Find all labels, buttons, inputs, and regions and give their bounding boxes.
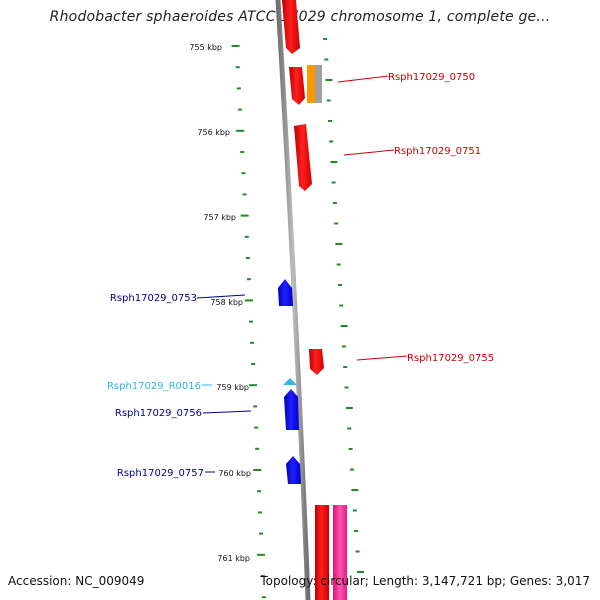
gene-red-bottom[interactable] <box>315 505 329 600</box>
outer-scale-dash <box>336 263 341 266</box>
inner-scale-dash <box>259 532 264 535</box>
inner-scale-dash <box>258 511 263 514</box>
gene-pink-bottom[interactable] <box>333 505 347 600</box>
outer-scale-dash <box>343 366 348 368</box>
gene-labels: Rsph17029_0750 Rsph17029_0751 Rsph17029_… <box>107 72 494 479</box>
outer-scale-dash <box>331 181 336 184</box>
outer-scale-dash <box>354 530 359 532</box>
inner-scale-dash <box>249 320 254 323</box>
gene-arrow-rsph17029-0756[interactable] <box>284 389 299 430</box>
outer-scale-dash <box>349 468 354 471</box>
reverse-strand-features <box>278 279 301 484</box>
outer-scale-dash <box>344 386 349 389</box>
gene-arrow-rsph17029-r0016[interactable] <box>283 378 297 385</box>
gene-label-rsph17029-0755[interactable]: Rsph17029_0755 <box>407 353 494 364</box>
inner-scale-tick <box>249 384 258 387</box>
inner-scale-dash <box>260 575 265 577</box>
outer-scale-dash <box>339 304 344 307</box>
gene-arrow-top-forward[interactable] <box>282 0 300 54</box>
gene-label-rsph17029-0751[interactable]: Rsph17029_0751 <box>394 146 481 157</box>
tick-label-755: 755 kbp <box>189 43 222 52</box>
tick-label-759: 759 kbp <box>216 383 249 392</box>
gene-arrow-rsph17029-0751[interactable] <box>294 124 312 191</box>
summary-text: Topology: circular; Length: 3,147,721 bp… <box>260 574 590 588</box>
gene-arrow-rsph17029-0753[interactable] <box>278 279 293 306</box>
outer-scale-dash <box>334 222 339 225</box>
outer-scale-dash <box>337 284 342 286</box>
leader-rsph17029-0756 <box>202 410 252 414</box>
outer-scale-dash <box>323 38 328 40</box>
gene-label-rsph17029-0750[interactable]: Rsph17029_0750 <box>388 72 475 83</box>
forward-strand-features <box>282 0 347 600</box>
leader-rsph17029-0750 <box>337 75 389 83</box>
outer-scale-dash <box>341 345 346 348</box>
inner-scale-tick <box>231 45 240 47</box>
outer-scale-dash <box>330 161 338 163</box>
outer-scale-dash <box>345 407 353 409</box>
inner-scale-tick <box>256 553 265 556</box>
gene-label-rsph17029-0756[interactable]: Rsph17029_0756 <box>115 408 202 419</box>
gene-gray-feature[interactable] <box>315 65 322 103</box>
map-title: Rhodobacter sphaeroides ATCC 17029 chrom… <box>49 9 551 25</box>
outer-scale-dash <box>351 489 359 491</box>
gene-arrow-rsph17029-0755[interactable] <box>309 349 324 375</box>
leader-lines <box>196 75 408 473</box>
inner-scale-dash <box>245 257 250 259</box>
inner-scale-dash <box>257 490 262 493</box>
outer-scale-dots <box>323 38 364 573</box>
tick-label-756: 756 kbp <box>197 128 230 137</box>
accession-text: Accession: NC_009049 <box>8 574 145 588</box>
gene-label-rsph17029-0753[interactable]: Rsph17029_0753 <box>110 293 197 304</box>
inner-scale-dash <box>246 278 251 281</box>
outer-scale-dash <box>332 202 337 204</box>
gene-label-rsph17029-r0016[interactable]: Rsph17029_R0016 <box>107 381 201 392</box>
outer-scale-dash <box>327 120 332 122</box>
outer-scale-dash <box>348 448 353 450</box>
outer-scale-dash <box>324 58 329 61</box>
inner-scale-dash <box>255 447 260 450</box>
gene-orange-feature[interactable] <box>307 65 316 103</box>
inner-scale-dash <box>235 66 240 69</box>
outer-scale-dash <box>352 509 357 512</box>
gene-arrow-rsph17029-0750[interactable] <box>289 67 305 105</box>
tick-label-758: 758 kbp <box>210 298 243 307</box>
genome-backbone <box>275 0 311 600</box>
tick-label-761: 761 kbp <box>217 554 250 563</box>
inner-scale-dash <box>250 341 255 344</box>
outer-scale-dash <box>356 571 364 573</box>
inner-scale-dash <box>254 426 259 429</box>
inner-scale-dots <box>231 45 266 599</box>
outer-scale-dash <box>335 243 343 245</box>
gene-arrow-rsph17029-0757[interactable] <box>286 456 301 484</box>
inner-scale-dash <box>242 193 247 196</box>
inner-scale-dash <box>261 596 266 599</box>
leader-rsph17029-0755 <box>356 355 408 361</box>
outer-scale-dash <box>329 140 334 143</box>
tick-label-757: 757 kbp <box>203 213 236 222</box>
inner-scale-dash <box>241 172 246 175</box>
inner-scale-tick <box>253 469 262 471</box>
inner-scale-dash <box>244 235 249 238</box>
gene-label-rsph17029-0757[interactable]: Rsph17029_0757 <box>117 468 204 479</box>
scale-ticks: 755 kbp 756 kbp 757 kbp 758 kbp 759 kbp … <box>189 43 251 563</box>
leader-rsph17029-0753 <box>196 294 246 299</box>
outer-scale-dash <box>326 99 331 102</box>
inner-scale-dash <box>240 151 245 153</box>
leader-rsph17029-0751 <box>343 149 395 156</box>
inner-scale-tick <box>240 214 249 217</box>
tick-label-760: 760 kbp <box>218 469 251 478</box>
outer-scale-dash <box>325 79 333 81</box>
outer-scale-dash <box>355 550 360 553</box>
inner-scale-tick <box>236 129 245 132</box>
outer-scale-dash <box>347 427 352 430</box>
inner-scale-dash <box>236 87 241 90</box>
inner-scale-dash <box>238 108 243 111</box>
inner-scale-tick <box>244 299 253 302</box>
outer-scale-dash <box>340 325 348 327</box>
inner-scale-dash <box>253 405 258 408</box>
inner-scale-dash <box>251 363 256 365</box>
